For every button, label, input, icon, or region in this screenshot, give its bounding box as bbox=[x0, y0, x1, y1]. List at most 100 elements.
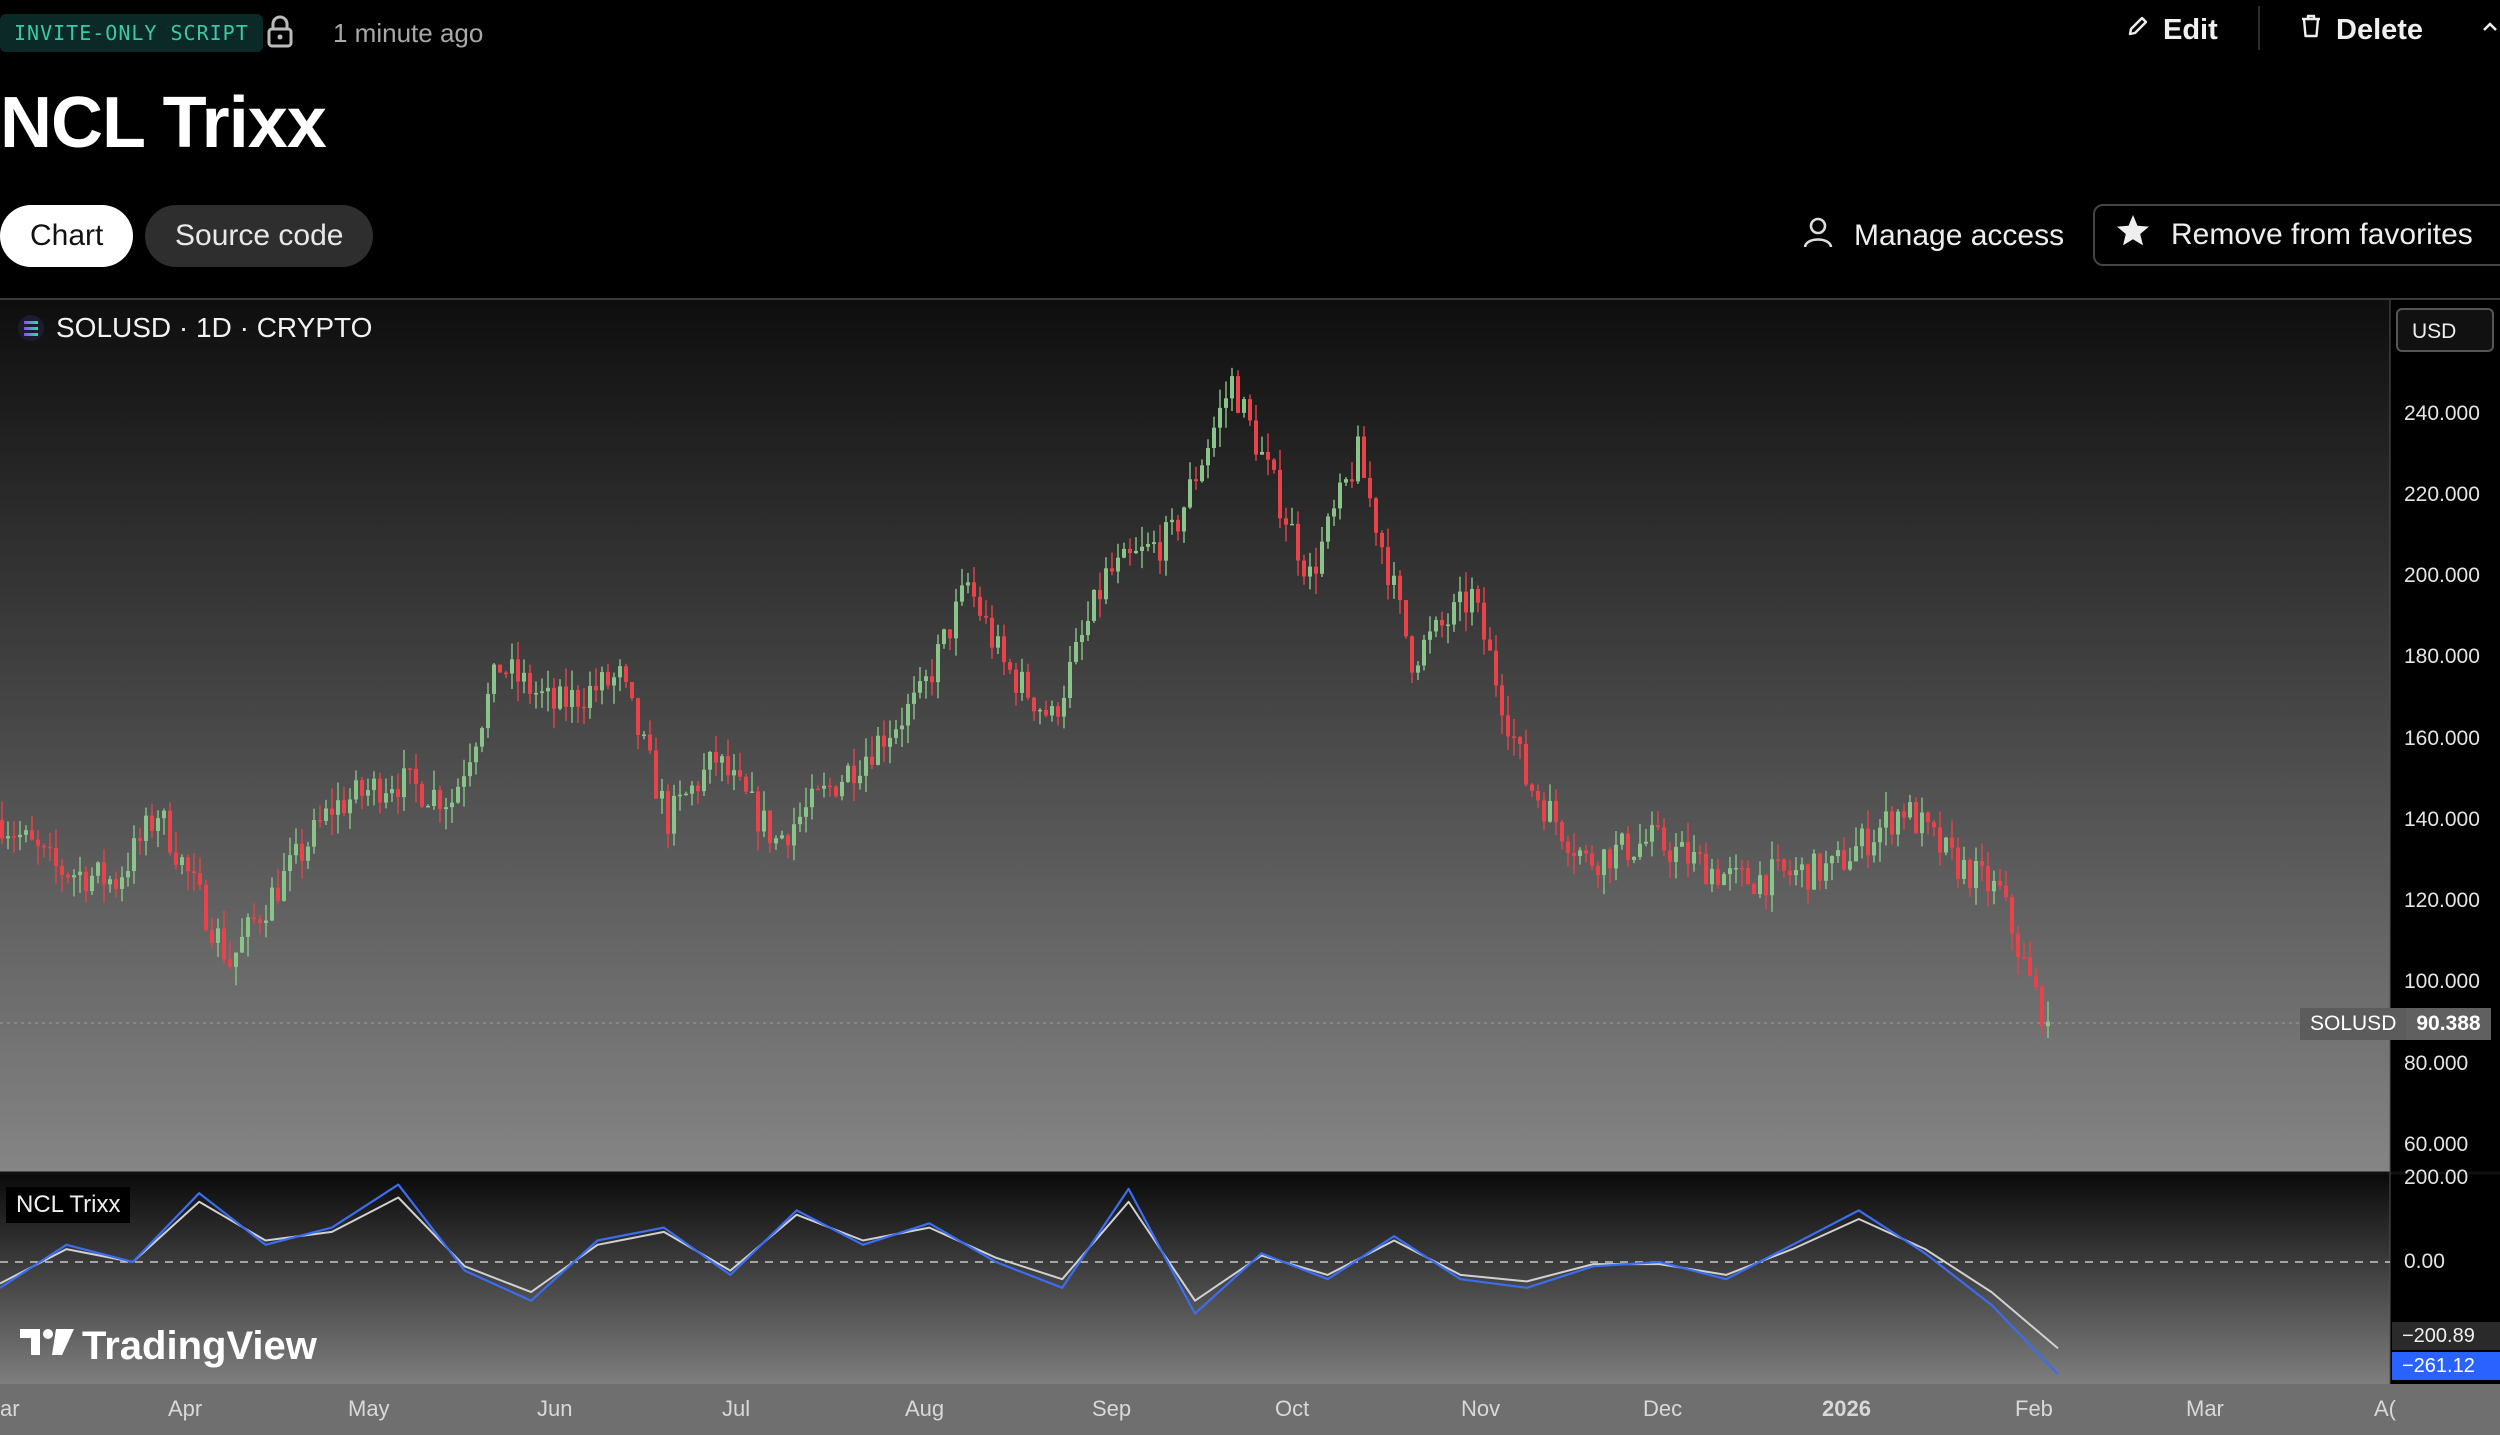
candle-body bbox=[900, 725, 904, 730]
candle-body bbox=[1350, 479, 1354, 482]
candle-body bbox=[1080, 635, 1084, 642]
trash-icon bbox=[2298, 12, 2324, 48]
candle-body bbox=[558, 686, 562, 709]
candle-body bbox=[1152, 542, 1156, 545]
tab-chart[interactable]: Chart bbox=[0, 205, 134, 267]
candle-body bbox=[0, 820, 4, 839]
candle-body bbox=[1326, 516, 1330, 542]
candle-body bbox=[876, 735, 880, 765]
symbol-legend[interactable]: SOLUSD · 1D · CRYPTO bbox=[18, 312, 372, 344]
candle-body bbox=[846, 765, 850, 782]
candle-body bbox=[1956, 847, 1960, 879]
price-pane[interactable] bbox=[0, 300, 2390, 1172]
candle-body bbox=[1230, 376, 1234, 399]
lock-icon[interactable] bbox=[260, 12, 300, 52]
candle-body bbox=[1752, 884, 1756, 895]
candle-body bbox=[1728, 868, 1732, 875]
divider bbox=[2258, 6, 2260, 50]
candle-body bbox=[318, 820, 322, 822]
candle-body bbox=[1758, 875, 1762, 895]
user-icon bbox=[1800, 214, 1836, 258]
edit-label: Edit bbox=[2163, 13, 2218, 46]
candle-body bbox=[666, 790, 670, 834]
candle-body bbox=[780, 835, 784, 839]
candle-body bbox=[1980, 861, 1984, 866]
candle-body bbox=[564, 686, 568, 707]
candle-body bbox=[1494, 650, 1498, 686]
candle-body bbox=[1164, 522, 1168, 561]
candle-body bbox=[1500, 685, 1504, 716]
candle-body bbox=[324, 808, 328, 821]
candle-body bbox=[192, 871, 196, 874]
currency-selector[interactable]: USD bbox=[2396, 308, 2494, 352]
candle-body bbox=[1482, 602, 1486, 640]
invite-only-badge: INVITE-ONLY SCRIPT bbox=[0, 14, 263, 52]
candle-body bbox=[144, 815, 148, 841]
candle-body bbox=[1590, 853, 1594, 866]
tradingview-wordmark: TradingView bbox=[82, 1324, 317, 1368]
candle-body bbox=[1380, 532, 1384, 548]
candle-body bbox=[228, 959, 232, 967]
candle-body bbox=[1086, 620, 1090, 636]
candle-body bbox=[1650, 825, 1654, 842]
candle-body bbox=[774, 838, 778, 844]
candle-body bbox=[1398, 575, 1402, 601]
delete-button[interactable]: Delete bbox=[2298, 6, 2423, 54]
candle-body bbox=[1068, 661, 1072, 698]
candle-body bbox=[1236, 376, 1240, 413]
candle-body bbox=[738, 770, 742, 777]
candle-body bbox=[408, 768, 412, 770]
candle-body bbox=[660, 790, 664, 799]
candle-body bbox=[960, 585, 964, 602]
candle-body bbox=[372, 778, 376, 791]
candle-body bbox=[6, 836, 10, 839]
candle-body bbox=[798, 816, 802, 825]
candle-body bbox=[1056, 706, 1060, 717]
remove-favorites-button[interactable]: Remove from favorites bbox=[2093, 204, 2500, 266]
candle-body bbox=[282, 871, 286, 901]
candle-body bbox=[48, 846, 52, 849]
candle-body bbox=[1356, 436, 1360, 482]
candle-body bbox=[792, 824, 796, 846]
candle-body bbox=[90, 875, 94, 892]
candle-body bbox=[720, 756, 724, 763]
candle-body bbox=[930, 676, 934, 683]
candle-body bbox=[996, 636, 1000, 648]
candle-body bbox=[504, 672, 508, 675]
candle-body bbox=[96, 862, 100, 876]
candle-body bbox=[1674, 846, 1678, 862]
time-axis[interactable] bbox=[0, 1384, 2500, 1435]
candle-body bbox=[1284, 518, 1288, 525]
candle-body bbox=[1530, 784, 1534, 791]
candle-body bbox=[210, 930, 214, 943]
timestamp: 1 minute ago bbox=[333, 18, 484, 48]
more-icon[interactable] bbox=[2478, 6, 2500, 51]
candle-body bbox=[1836, 850, 1840, 857]
candle-body bbox=[516, 659, 520, 682]
candle-body bbox=[1014, 669, 1018, 693]
candle-body bbox=[954, 601, 958, 639]
star-icon bbox=[2115, 213, 2151, 257]
candle-body bbox=[288, 855, 292, 872]
tab-source-code[interactable]: Source code bbox=[145, 205, 374, 267]
candle-body bbox=[1710, 868, 1714, 885]
indicator-legend[interactable]: NCL Trixx bbox=[6, 1187, 131, 1223]
candle-body bbox=[672, 795, 676, 834]
candle-body bbox=[1866, 828, 1870, 856]
delete-label: Delete bbox=[2336, 13, 2424, 46]
candle-body bbox=[1440, 620, 1444, 626]
candle-body bbox=[1938, 827, 1942, 853]
x-tick: Feb bbox=[2015, 1396, 2053, 1421]
manage-access-button[interactable]: Manage access bbox=[1800, 205, 2064, 267]
candle-body bbox=[636, 698, 640, 736]
chart-canvas[interactable] bbox=[0, 298, 2500, 1435]
candle-body bbox=[648, 734, 652, 751]
candle-body bbox=[1518, 737, 1522, 744]
candle-body bbox=[810, 788, 814, 808]
candle-body bbox=[1392, 575, 1396, 585]
edit-button[interactable]: Edit bbox=[2125, 6, 2218, 54]
tradingview-logo[interactable]: TradingView bbox=[18, 1324, 317, 1369]
candle-body bbox=[1032, 697, 1036, 712]
candle-body bbox=[42, 845, 46, 848]
indicator-pane[interactable] bbox=[0, 1174, 2390, 1384]
